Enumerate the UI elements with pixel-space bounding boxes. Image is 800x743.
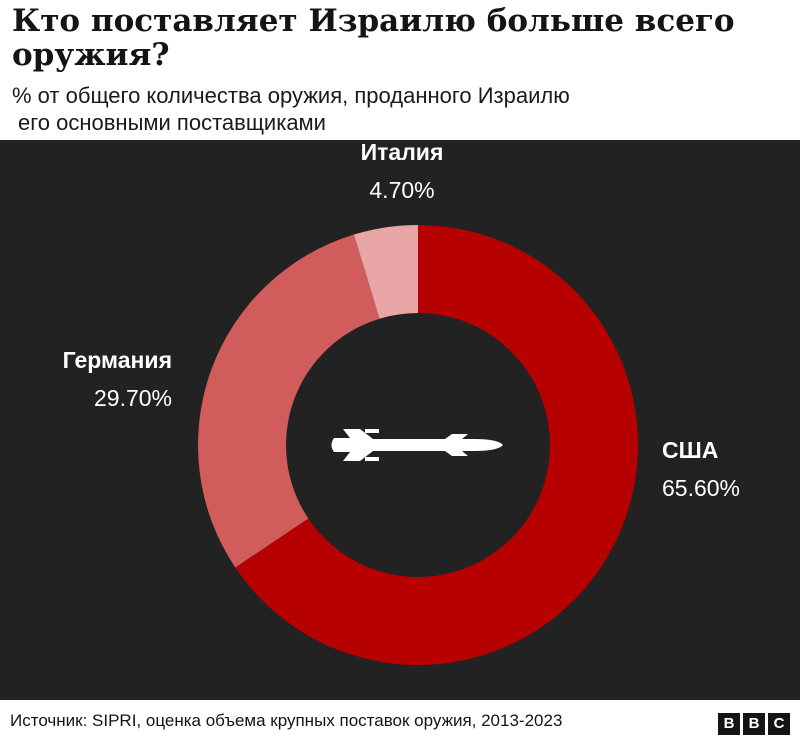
bbc-logo-letter: B [718, 713, 740, 735]
slice-label: США [662, 437, 718, 463]
donut-slices [197, 225, 638, 665]
donut-slice [353, 225, 418, 319]
bbc-logo-letter: C [768, 713, 790, 735]
subtitle-line-1: % от общего количества оружия, проданног… [12, 83, 570, 108]
donut-slice [197, 234, 380, 568]
chart-title: Кто поставляет Израилю больше всего оруж… [12, 3, 735, 73]
bbc-logo: B B C [718, 713, 790, 735]
slice-label: Италия [361, 140, 444, 165]
chart-subtitle: % от общего количества оружия, проданног… [12, 82, 732, 136]
bbc-logo-letter: B [743, 713, 765, 735]
slice-value-label: 4.70% [369, 177, 434, 203]
donut-labels: США 65.60% Германия 29.70% Италия 4.70% [63, 140, 740, 501]
subtitle-line-2: его основными поставщиками [18, 110, 326, 135]
donut-slice [235, 225, 638, 665]
slice-value-label: 65.60% [662, 475, 740, 501]
source-note: Источник: SIPRI, оценка объема крупных п… [10, 711, 563, 730]
missile-icon [331, 429, 503, 461]
slice-label: Германия [63, 347, 172, 373]
donut-chart: США 65.60% Германия 29.70% Италия 4.70% [63, 140, 740, 665]
slice-value-label: 29.70% [94, 385, 172, 411]
chart-panel: США 65.60% Германия 29.70% Италия 4.70% [0, 140, 800, 700]
